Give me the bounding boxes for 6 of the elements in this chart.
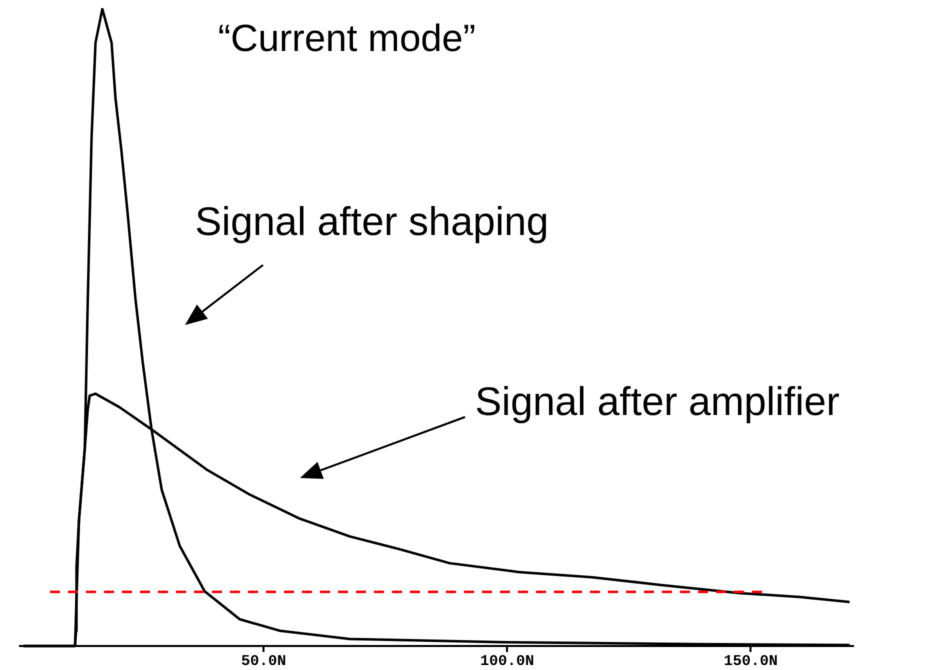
x-tick-label: 150.0N	[724, 652, 778, 670]
annotation: Signal after shaping	[195, 200, 549, 245]
annotation: Signal after amplifier	[475, 380, 840, 425]
x-tick-label: 50.0N	[241, 652, 286, 670]
x-tick-label: 100.0N	[480, 652, 534, 670]
annotation: “Current mode”	[218, 18, 476, 61]
